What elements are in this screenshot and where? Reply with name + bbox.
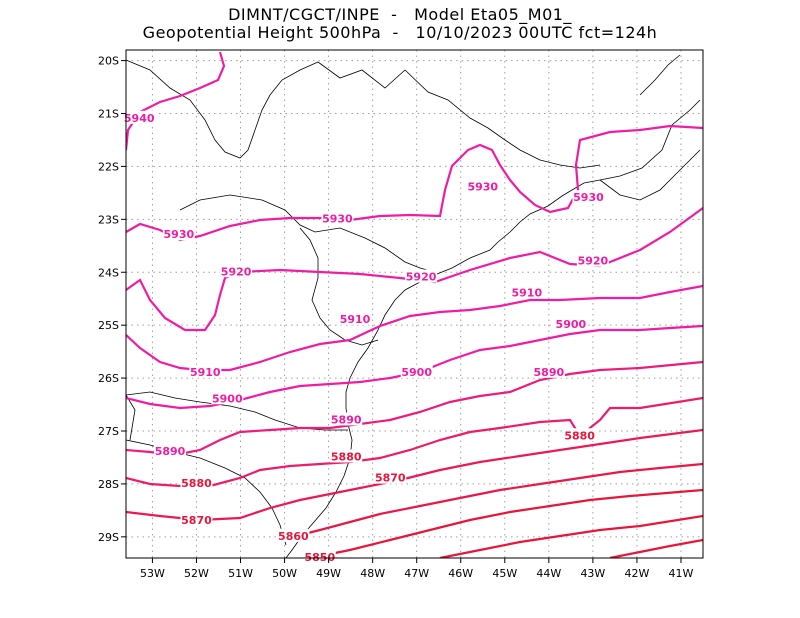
contour-label: 5880 bbox=[331, 450, 362, 463]
x-tick-label: 52W bbox=[184, 567, 209, 580]
contour-label: 5930 bbox=[573, 191, 604, 204]
contour-label: 5890 bbox=[155, 445, 186, 458]
contour-label: 5910 bbox=[340, 313, 371, 326]
contour-label-bg bbox=[405, 269, 438, 283]
contour-label-bg bbox=[554, 317, 587, 331]
contour-label-bg bbox=[220, 264, 253, 278]
contour-label-bg bbox=[532, 364, 565, 378]
border-argentina bbox=[126, 394, 136, 441]
contour-label-bg bbox=[321, 211, 354, 225]
y-tick-label: 28S bbox=[98, 478, 119, 491]
y-tick-label: 27S bbox=[98, 425, 119, 438]
contour-label: 5860 bbox=[278, 530, 309, 543]
contour-5880 bbox=[126, 396, 703, 488]
border-mg-rj bbox=[599, 149, 701, 201]
contour-label-bg bbox=[162, 227, 195, 241]
contour-5930 bbox=[126, 124, 703, 242]
contour-label-bg bbox=[211, 391, 244, 405]
border-mg-north bbox=[639, 54, 681, 96]
x-tick-label: 47W bbox=[404, 567, 429, 580]
contour-label: 5900 bbox=[401, 366, 432, 379]
height-contours bbox=[126, 51, 703, 558]
border-pr-sp bbox=[179, 194, 436, 273]
x-tick-label: 50W bbox=[272, 567, 297, 580]
contour-label-bg bbox=[510, 285, 543, 299]
x-tick-label: 53W bbox=[140, 567, 165, 580]
contour-label-bg bbox=[466, 179, 499, 193]
contour-label: 5900 bbox=[556, 318, 587, 331]
y-tick-label: 26S bbox=[98, 372, 119, 385]
contour-label: 5880 bbox=[181, 477, 212, 490]
y-tick-label: 22S bbox=[98, 160, 119, 173]
contour-label: 5920 bbox=[221, 265, 252, 278]
x-tick-label: 46W bbox=[448, 567, 473, 580]
x-tick-label: 45W bbox=[492, 567, 517, 580]
contour-label-bg bbox=[330, 449, 363, 463]
contour-5830 bbox=[609, 538, 703, 558]
contour-label-bg bbox=[339, 311, 372, 325]
y-tick-label: 24S bbox=[98, 266, 119, 279]
contour-label: 5870 bbox=[181, 514, 212, 527]
contour-5870 bbox=[126, 428, 703, 522]
contour-label-bg bbox=[303, 550, 336, 563]
contour-5940 bbox=[126, 51, 226, 151]
contour-label-bg bbox=[330, 412, 363, 426]
border-pr-west bbox=[299, 227, 379, 346]
contour-label-bg bbox=[123, 110, 156, 124]
map-background bbox=[126, 50, 703, 558]
x-tick-label: 48W bbox=[360, 567, 385, 580]
map-frame bbox=[125, 49, 704, 559]
x-tick-label: 43W bbox=[580, 567, 605, 580]
y-tick-label: 20S bbox=[98, 55, 119, 68]
contour-label-bg bbox=[154, 444, 187, 458]
contour-label: 5890 bbox=[534, 366, 565, 379]
contour-label-bg bbox=[189, 364, 222, 378]
contour-label-bg bbox=[563, 428, 596, 442]
contour-label: 5930 bbox=[467, 181, 498, 194]
y-tick-label: 21S bbox=[98, 108, 119, 121]
y-tick-label: 23S bbox=[98, 213, 119, 226]
contour-5910 bbox=[126, 284, 703, 372]
contour-labels: 5940 5930 5930 5930 5930 5920 5920 5920 5910 5910… bbox=[123, 110, 609, 564]
contour-label: 5870 bbox=[375, 472, 406, 485]
border-river-north bbox=[317, 61, 601, 169]
contour-label: 5930 bbox=[322, 212, 353, 225]
x-tick-label: 51W bbox=[228, 567, 253, 580]
border-ms-sp bbox=[126, 59, 319, 159]
title-line-2: Geopotential Height 500hPa - 10/10/2023 … bbox=[142, 23, 658, 42]
contour-label-bg bbox=[180, 512, 213, 526]
contour-label-bg bbox=[180, 475, 213, 489]
contour-label: 5920 bbox=[578, 255, 609, 268]
y-tick-label: 29S bbox=[98, 531, 119, 544]
contour-5860 bbox=[279, 462, 703, 542]
title-line-1: DIMNT/CGCT/INPE - Model Eta05_M01_ bbox=[228, 5, 572, 24]
contour-5890 bbox=[126, 360, 703, 457]
contour-label: 5940 bbox=[124, 112, 155, 125]
contour-label-bg bbox=[576, 253, 609, 267]
contour-label-bg bbox=[277, 528, 310, 542]
contour-label-bg bbox=[400, 364, 433, 378]
contour-label-bg bbox=[374, 470, 407, 484]
x-tick-label: 42W bbox=[624, 567, 649, 580]
y-tick-label: 25S bbox=[98, 319, 119, 332]
contour-label: 5910 bbox=[512, 286, 543, 299]
x-tick-label: 49W bbox=[316, 567, 341, 580]
y-axis-ticks: 20S 21S 22S 23S 24S 25S 26S 27S 28S 29S bbox=[98, 55, 126, 544]
contour-label: 5880 bbox=[564, 429, 595, 442]
contour-label: 5930 bbox=[164, 228, 195, 241]
contour-5850 bbox=[309, 488, 703, 558]
contour-label: 5920 bbox=[406, 271, 437, 284]
contour-label: 5910 bbox=[190, 366, 221, 379]
x-tick-label: 41W bbox=[669, 567, 694, 580]
contour-label-bg bbox=[572, 190, 605, 204]
contour-label: 5890 bbox=[331, 413, 362, 426]
contour-5840 bbox=[439, 514, 703, 558]
x-axis-ticks: 53W 52W 51W 50W 49W 48W 47W 46W 45W 44W 43W 42W 41W bbox=[140, 558, 694, 580]
x-tick-label: 44W bbox=[536, 567, 561, 580]
chart-title: DIMNT/CGCT/INPE - Model Eta05_M01_ Geopo… bbox=[0, 6, 800, 42]
contour-label: 5900 bbox=[212, 392, 243, 405]
